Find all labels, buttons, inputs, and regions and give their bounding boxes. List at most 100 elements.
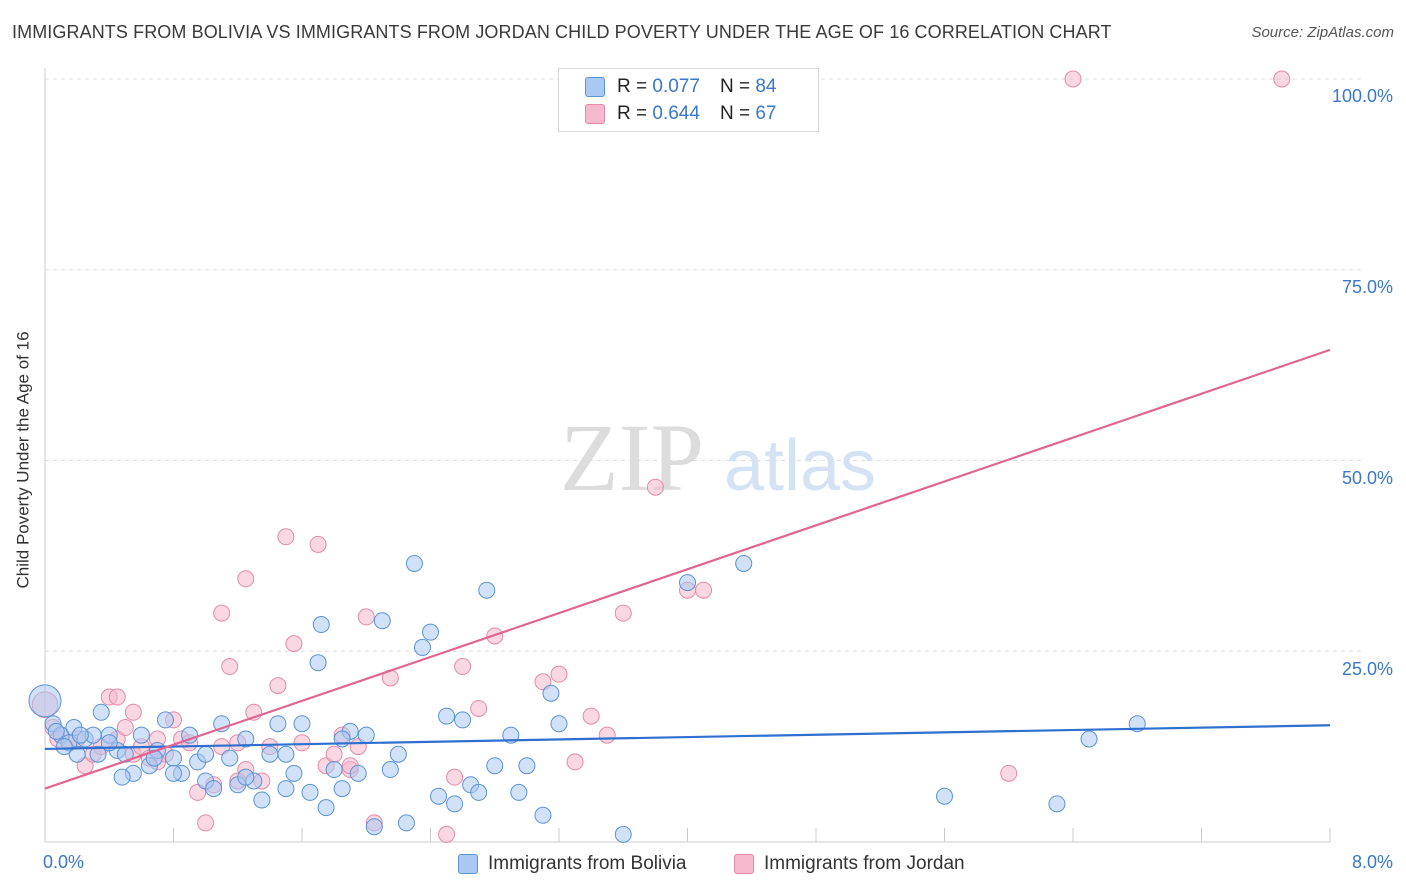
bolivia-point xyxy=(389,745,407,763)
bolivia-point xyxy=(518,757,536,775)
bolivia-point xyxy=(349,764,367,782)
jordan-point xyxy=(269,677,287,695)
watermark-atlas: atlas xyxy=(724,426,876,506)
bolivia-point xyxy=(454,711,472,729)
bolivia-point xyxy=(269,715,287,733)
bolivia-point xyxy=(470,783,488,801)
trend-line-bolivia xyxy=(44,724,1331,751)
bolivia-point xyxy=(92,703,110,721)
y-tick-75: 75.0% xyxy=(1341,277,1393,297)
trend-lines xyxy=(44,348,1331,790)
bolivia-point xyxy=(333,780,351,798)
jordan-point xyxy=(446,768,464,786)
bolivia-point xyxy=(309,654,327,672)
stats-row-jordan: R = 0.644 N = 67 xyxy=(585,102,776,126)
series-bolivia xyxy=(28,555,1146,843)
bolivia-point xyxy=(534,806,552,824)
bolivia-point xyxy=(325,761,343,779)
bolivia-point xyxy=(1048,795,1066,813)
bolivia-point xyxy=(373,612,391,630)
bolivia-point xyxy=(237,730,255,748)
r-value: 0.077 xyxy=(652,76,700,97)
jordan-point xyxy=(197,814,215,832)
y-tick-50: 50.0% xyxy=(1341,468,1393,488)
y-tick-100: 100.0% xyxy=(1331,86,1393,106)
watermark-zip: ZIP xyxy=(560,404,704,511)
jordan-point xyxy=(1273,70,1291,88)
bolivia-swatch xyxy=(585,77,605,97)
bolivia-point xyxy=(205,780,223,798)
jordan-point xyxy=(646,478,664,496)
jordan-point xyxy=(357,608,375,626)
legend-item-jordan: Immigrants from Jordan xyxy=(734,852,965,876)
stats-legend: R = 0.077 N = 84 R = 0.644 N = 67 xyxy=(558,68,819,132)
n-value: 84 xyxy=(755,76,777,97)
jordan-point xyxy=(237,570,255,588)
jordan-point xyxy=(582,707,600,725)
bolivia-point xyxy=(405,555,423,573)
bolivia-point xyxy=(221,749,239,767)
bolivia-point xyxy=(542,684,560,702)
bolivia-point xyxy=(71,726,89,744)
bolivia-point xyxy=(381,761,399,779)
bolivia-point xyxy=(510,783,528,801)
bolivia-point xyxy=(1080,730,1098,748)
bolivia-point xyxy=(277,745,295,763)
bolivia-point xyxy=(132,726,150,744)
bolivia-point xyxy=(365,818,383,836)
bolivia-point xyxy=(181,726,199,744)
bolivia-point xyxy=(312,616,330,634)
trend-line-jordan xyxy=(44,348,1331,790)
y-tick-25: 25.0% xyxy=(1341,659,1393,679)
bolivia-point xyxy=(145,749,163,767)
jordan-point xyxy=(221,658,239,676)
jordan-point xyxy=(325,745,343,763)
bolivia-legend-swatch xyxy=(458,854,478,874)
y-axis-label: Child Poverty Under the Age of 16 xyxy=(14,331,34,589)
bolivia-point xyxy=(422,623,439,641)
bolivia-point xyxy=(735,555,753,573)
bolivia-point xyxy=(317,799,335,817)
jordan-point xyxy=(614,604,632,622)
bolivia-point xyxy=(486,757,504,775)
r-label: R = xyxy=(617,103,648,124)
bolivia-point xyxy=(89,745,107,763)
bolivia-point xyxy=(28,684,62,718)
jordan-point xyxy=(277,528,295,546)
legend-label-jordan: Immigrants from Jordan xyxy=(764,853,965,874)
bolivia-point xyxy=(156,711,174,729)
bolivia-point xyxy=(237,768,255,786)
jordan-point xyxy=(470,699,488,717)
jordan-point xyxy=(293,734,311,752)
y-axis-label-wrap: Child Poverty Under the Age of 16 xyxy=(4,300,44,620)
jordan-swatch xyxy=(585,104,605,124)
bolivia-point xyxy=(446,795,464,813)
jordan-point xyxy=(438,825,456,843)
r-value: 0.644 xyxy=(652,103,700,124)
bolivia-point xyxy=(261,745,279,763)
bolivia-point xyxy=(438,707,456,725)
n-value: 67 xyxy=(755,103,777,124)
jordan-point xyxy=(550,665,568,683)
chart-title: IMMIGRANTS FROM BOLIVIA VS IMMIGRANTS FR… xyxy=(12,22,1112,42)
bolivia-point xyxy=(113,768,131,786)
jordan-point xyxy=(124,703,142,721)
bolivia-point xyxy=(936,787,953,805)
bolivia-point xyxy=(614,825,632,843)
grid-lines xyxy=(45,78,1365,652)
bolivia-point xyxy=(47,722,65,740)
bolivia-point xyxy=(197,745,215,763)
jordan-point xyxy=(695,581,713,599)
watermark: ZIP atlas xyxy=(560,404,876,511)
bolivia-point xyxy=(357,726,375,744)
legend-item-bolivia: Immigrants from Bolivia xyxy=(458,852,687,876)
jordan-point xyxy=(566,753,584,771)
r-label: R = xyxy=(617,76,648,97)
bolivia-point xyxy=(430,787,448,805)
jordan-point xyxy=(1000,764,1018,782)
n-label: N = xyxy=(719,76,751,97)
x-tick-min: 0.0% xyxy=(43,852,85,872)
jordan-point xyxy=(116,719,134,737)
bolivia-point xyxy=(301,783,319,801)
